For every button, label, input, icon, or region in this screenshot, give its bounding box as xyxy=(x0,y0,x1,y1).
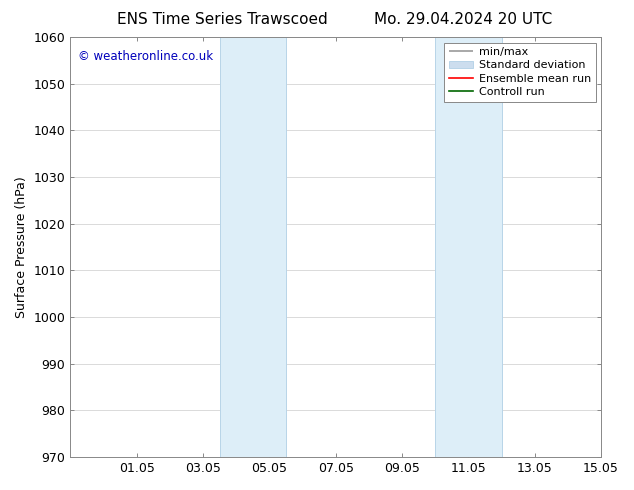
Bar xyxy=(435,37,501,457)
Bar xyxy=(219,37,286,457)
Text: Mo. 29.04.2024 20 UTC: Mo. 29.04.2024 20 UTC xyxy=(373,12,552,27)
Y-axis label: Surface Pressure (hPa): Surface Pressure (hPa) xyxy=(15,176,28,318)
Legend: min/max, Standard deviation, Ensemble mean run, Controll run: min/max, Standard deviation, Ensemble me… xyxy=(444,43,595,101)
Text: ENS Time Series Trawscoed: ENS Time Series Trawscoed xyxy=(117,12,327,27)
Text: © weatheronline.co.uk: © weatheronline.co.uk xyxy=(78,50,214,63)
